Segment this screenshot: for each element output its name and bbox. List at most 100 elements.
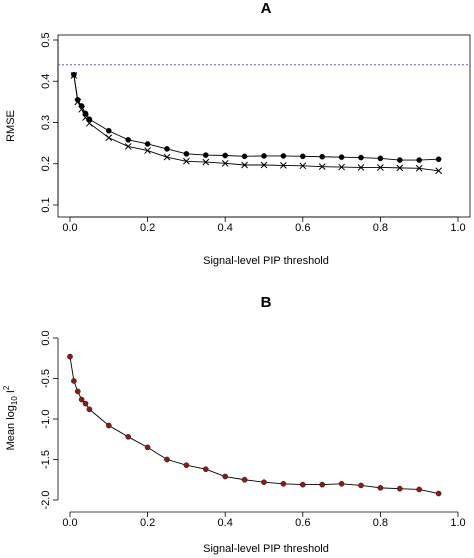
panel-a-y-tick-label: 0.1 [40,197,52,212]
panel-b-y-axis-label: Mean log10 I2 [2,385,19,450]
panel-a-series-2-point [202,158,210,166]
panel-b-marks [67,353,442,497]
panel-a-series-2-point [124,143,132,150]
panel-a-series-1-point [164,146,170,152]
panel-b-y-axis: 0.0 -0.5 -1.0 -1.5 -2.0 [40,330,59,510]
panel-b-series-1-line [69,356,439,494]
panel-a-series-2-point [415,164,423,172]
panel-a-x-tick-label: 0.0 [62,222,77,234]
panel-a-title: A [261,0,272,17]
panel-b-title: B [261,294,272,311]
panel-a-chart: A 0.0 0.2 0.4 0.6 0.8 1.0 0.1 0.2 0.3 0.4 0.5 Sig… [5,0,471,267]
panel-a-series-2-point [105,134,113,142]
panel-a-x-axis: 0.0 0.2 0.4 0.6 0.8 1.0 [62,216,466,234]
panel-b-x-tick-label: 1.0 [450,517,465,529]
panel-a-series-2-point [357,164,365,171]
panel-a-series-1-point [358,154,364,161]
panel-b-series-1-point [106,422,112,429]
panel-a-series-1-point [202,152,209,158]
panel-a-series-1-point [319,153,326,160]
panel-a-series-2-point [70,72,78,79]
panel-b-y-axis-label-sub: 10 [10,396,19,405]
panel-b-y-tick-label: -1.0 [40,410,52,429]
panel-b-y-tick-label: -2.0 [40,491,52,510]
panel-a-series-1-point [144,141,151,147]
panel-a-series-2-point [74,98,82,106]
panel-a-series-1-point [183,151,190,157]
panel-a-series-1-point [377,155,384,162]
panel-a-marks [58,64,470,175]
panel-a-series-2-point [280,162,287,169]
panel-a-series-2-point [338,163,345,171]
panel-a-series-1-point [241,153,248,160]
panel-a-series-1-point [261,153,267,159]
panel-b-series-1-point [86,406,93,413]
panel-b-series-1-point [82,400,89,407]
panel-a-series-2-point [396,164,404,172]
panel-b-series-1-point [202,466,209,473]
panel-a-x-tick-label: 0.8 [373,222,388,234]
panel-a-series-2-point [82,114,89,121]
panel-b-series-1-point [222,473,228,480]
panel-a-x-tick-label: 0.4 [218,222,233,234]
panel-a-series-2-point [377,164,384,171]
panel-b-series-1-point [67,353,73,360]
panel-b-x-tick-label: 0.4 [218,517,233,529]
panel-a-series-1-point [299,153,306,160]
panel-b-x-axis-label: Signal-level PIP threshold [203,543,329,555]
panel-b-y-tick-label: 0.0 [40,330,52,345]
panel-b-series-1-point [71,378,77,384]
panel-a-series-1-point [396,157,403,163]
panel-a-y-axis-label: RMSE [5,110,17,142]
panel-a-x-axis-label: Signal-level PIP threshold [203,255,329,267]
panel-a-y-tick-label: 0.2 [40,156,52,171]
panel-b-series-1-point [125,434,131,440]
panel-b-y-axis-label-main: Mean log [5,405,17,450]
panel-a-series-1-point [435,156,442,163]
panel-b-x-tick-label: 0.0 [62,517,77,529]
panel-b-series-1-point [280,480,287,487]
panel-a-series-1-point [106,127,112,134]
panel-a-series-1-point [222,152,228,159]
panel-b-series-1-point [416,486,423,493]
panel-a-x-tick-label: 0.2 [140,222,155,234]
panel-a-series-2-point [318,163,326,170]
panel-a-series-2-point [163,153,171,161]
panel-b-series-1-point [164,456,170,463]
panel-a-series-2-point [241,161,248,169]
panel-b-series-1-point [78,396,85,403]
panel-a-series-2-point [78,105,85,113]
panel-a-y-tick-label: 0.5 [40,32,52,47]
panel-a-series-2-point [435,167,442,175]
panel-b-series-1-point [358,482,364,489]
panel-b-series-1-point [377,485,384,491]
panel-b-series-1-point [338,480,345,487]
panel-a-y-tick-label: 0.4 [40,74,52,89]
panel-b-series-1-point [241,476,248,483]
panel-a-series-2-point [144,147,151,154]
panel-a-series-2-point [260,161,268,169]
panel-a-x-tick-label: 0.6 [295,222,310,234]
panel-b-series-1-point [261,479,267,485]
panel-b-y-axis-label-sup: 2 [2,385,11,390]
panel-a-series-1-point [416,157,423,163]
panel-b-y-tick-label: -1.5 [40,450,52,469]
panel-b-series-1-point [435,490,442,497]
panel-b-series-1-point [74,388,81,395]
panel-b-x-tick-label: 0.2 [140,517,155,529]
panel-b-x-axis: 0.0 0.2 0.4 0.6 0.8 1.0 [62,511,466,529]
panel-a-x-tick-label: 1.0 [450,222,465,234]
panel-b-x-tick-label: 0.6 [295,517,310,529]
panel-a-series-1-point [338,154,345,160]
panel-a-y-axis: 0.1 0.2 0.3 0.4 0.5 [40,32,59,213]
panel-b-y-axis-label-tail: I [5,390,17,396]
panel-b-series-1-point [319,481,326,488]
panel-a-y-tick-label: 0.3 [40,115,52,130]
panel-a-plot-frame [57,34,471,218]
panel-a-series-2-point [183,157,190,165]
panel-b-series-1-point [144,444,151,451]
panel-a-series-1-point [280,153,287,159]
panel-a-series-1-point [125,137,131,143]
panel-b-y-tick-label: -0.5 [40,369,52,388]
